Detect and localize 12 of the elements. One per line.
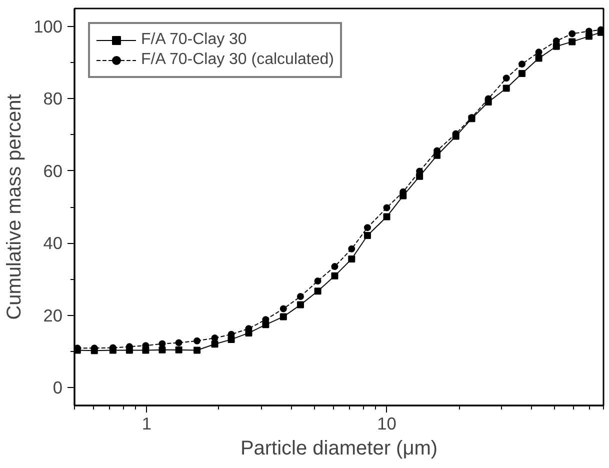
y-tick-label: 20 — [43, 305, 63, 326]
legend-label: F/A 70-Clay 30 — [141, 31, 247, 49]
x-axis-title: Particle diameter (μm) — [240, 438, 438, 460]
y-tick-label: 0 — [52, 377, 63, 398]
y-axis-title: Cumulative mass percent — [4, 94, 26, 320]
y-tick-label: 40 — [43, 233, 63, 254]
x-tick-label: 10 — [377, 414, 396, 434]
y-tick-label: 100 — [34, 16, 63, 37]
legend-label: F/A 70-Clay 30 (calculated) — [141, 51, 334, 69]
x-tick-label: 1 — [142, 414, 152, 434]
y-tick-label: 60 — [43, 160, 63, 181]
y-tick-label: 80 — [43, 88, 63, 109]
